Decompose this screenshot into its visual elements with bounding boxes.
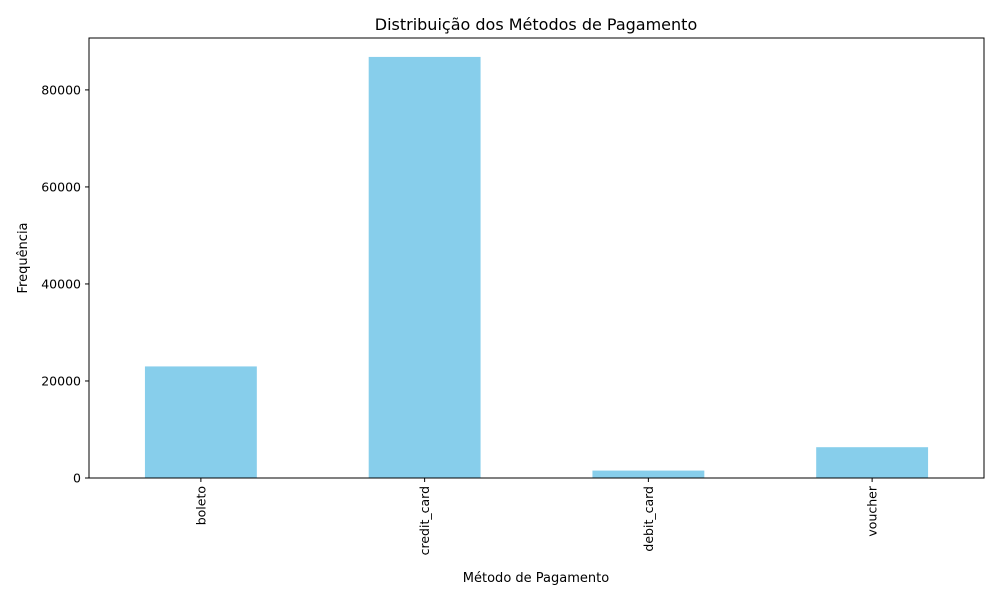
bar-boleto [144, 366, 257, 478]
plot-frame [88, 37, 985, 479]
x-tick-label-voucher: voucher [865, 485, 880, 536]
y-tick-label: 40000 [41, 276, 81, 291]
axes-group [88, 37, 985, 479]
y-tick-label: 60000 [41, 179, 81, 194]
chart-title: Distribuição dos Métodos de Pagamento [375, 15, 697, 34]
x-tick-label-credit-card: credit_card [417, 486, 432, 555]
y-tick-label: 0 [73, 471, 81, 486]
y-axis-label: Frequência [16, 222, 31, 293]
y-tick-label: 20000 [41, 373, 81, 388]
y-ticks-group: 0 20000 40000 60000 80000 [41, 82, 89, 486]
x-tick-label-boleto: boleto [193, 486, 208, 525]
bar-credit-card [368, 56, 481, 479]
x-tick-label-debit-card: debit_card [641, 486, 656, 552]
y-tick-label: 80000 [41, 82, 81, 97]
bars-group [144, 56, 929, 479]
x-axis-label: Método de Pagamento [463, 571, 609, 586]
bar-voucher [816, 447, 929, 478]
x-ticks-group: boleto credit_card debit_card voucher [193, 478, 880, 555]
bar-debit-card [592, 470, 705, 478]
